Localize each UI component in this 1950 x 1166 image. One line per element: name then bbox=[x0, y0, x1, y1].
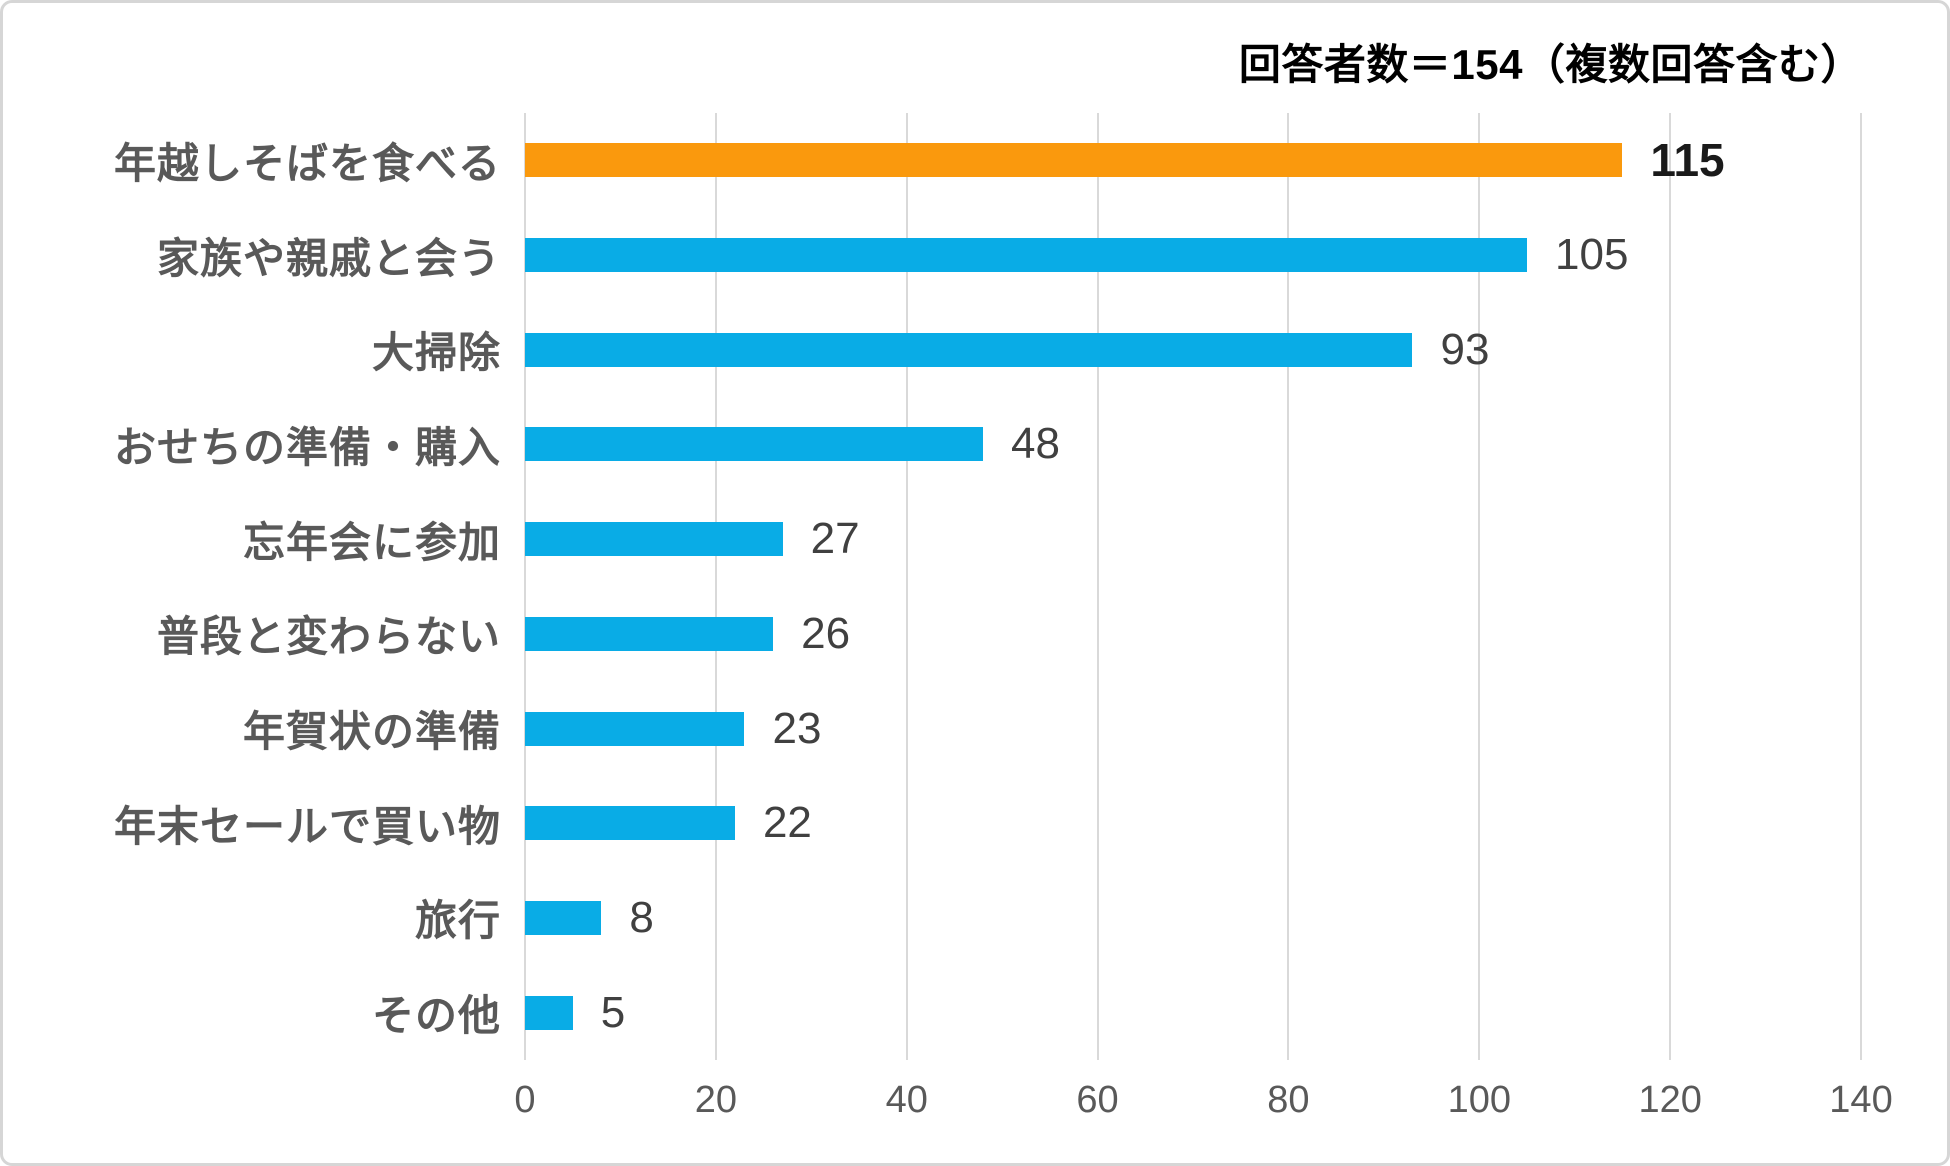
x-tick-label: 60 bbox=[1076, 1079, 1119, 1121]
category-label: 年越しそばを食べる bbox=[113, 139, 501, 187]
bar bbox=[525, 900, 602, 935]
bar-track: 26 bbox=[525, 587, 1861, 682]
bar bbox=[525, 332, 1413, 367]
x-tick-label: 20 bbox=[694, 1079, 737, 1121]
x-tick-label: 120 bbox=[1638, 1079, 1702, 1121]
gridline bbox=[1287, 113, 1290, 1060]
category-label: 普段と変わらない bbox=[156, 613, 501, 661]
category-label: 家族や親戚と会う bbox=[156, 234, 501, 282]
value-label: 5 bbox=[600, 987, 626, 1037]
bar-row: 年越しそばを食べる 115 bbox=[43, 113, 1861, 208]
value-label: 22 bbox=[762, 798, 812, 848]
bar-rows: 年越しそばを食べる 115 家族や親戚と会う 105 大掃除 93 おせちの準備・購入 48 忘… bbox=[43, 113, 1861, 1060]
bar-track: 23 bbox=[525, 681, 1861, 776]
chart-title: 回答者数＝154（複数回答含む） bbox=[1238, 41, 1863, 88]
bar-track: 27 bbox=[525, 492, 1861, 587]
bar-row: 旅行 8 bbox=[43, 871, 1861, 966]
bar-track: 8 bbox=[525, 871, 1861, 966]
value-label: 105 bbox=[1555, 230, 1629, 280]
bar bbox=[525, 806, 735, 841]
bar-track: 115 bbox=[525, 113, 1861, 208]
bar bbox=[525, 427, 984, 462]
bar-track: 105 bbox=[525, 208, 1861, 303]
gridline bbox=[714, 113, 717, 1060]
bar-row: 普段と変わらない 26 bbox=[43, 587, 1861, 682]
value-label: 26 bbox=[801, 608, 851, 658]
bar-track: 5 bbox=[525, 965, 1861, 1060]
bar bbox=[525, 522, 783, 557]
bar-row: 大掃除 93 bbox=[43, 302, 1861, 397]
bar-track: 48 bbox=[525, 397, 1861, 492]
value-label: 93 bbox=[1440, 324, 1490, 374]
bar-row: 家族や親戚と会う 105 bbox=[43, 208, 1861, 303]
category-label: その他 bbox=[371, 992, 501, 1040]
bar-highlighted bbox=[525, 143, 1623, 178]
category-label: 年賀状の準備 bbox=[242, 708, 501, 756]
category-label: 年末セールで買い物 bbox=[113, 802, 501, 850]
bar bbox=[525, 711, 745, 746]
plot-area bbox=[524, 113, 1862, 1060]
x-tick-label: 140 bbox=[1829, 1079, 1893, 1121]
bar-row: その他 5 bbox=[43, 965, 1861, 1060]
gridline bbox=[905, 113, 908, 1060]
category-label: 旅行 bbox=[414, 897, 501, 945]
value-label: 23 bbox=[772, 703, 822, 753]
bar-row: 年末セールで買い物 22 bbox=[43, 776, 1861, 871]
gridline bbox=[1860, 113, 1862, 1060]
bar-row: 年賀状の準備 23 bbox=[43, 681, 1861, 776]
value-label: 8 bbox=[629, 892, 654, 942]
bar-row: 忘年会に参加 27 bbox=[43, 492, 1861, 587]
category-label: 大掃除 bbox=[371, 329, 501, 377]
x-axis: 0 20 40 60 80 100 120 140 bbox=[514, 1079, 1892, 1129]
gridline bbox=[524, 113, 526, 1060]
x-tick-label: 40 bbox=[885, 1079, 928, 1121]
category-label: おせちの準備・購入 bbox=[113, 423, 501, 471]
bar-track: 22 bbox=[525, 776, 1861, 871]
bar bbox=[525, 238, 1527, 273]
x-tick-label: 80 bbox=[1267, 1079, 1310, 1121]
category-label: 忘年会に参加 bbox=[242, 518, 501, 566]
value-label: 48 bbox=[1011, 419, 1060, 469]
bar-track: 93 bbox=[525, 302, 1861, 397]
gridline bbox=[1478, 113, 1481, 1060]
x-tick-label: 100 bbox=[1447, 1079, 1511, 1121]
gridline bbox=[1096, 113, 1099, 1060]
bar bbox=[525, 995, 573, 1030]
bar bbox=[525, 616, 774, 651]
value-label: 27 bbox=[810, 514, 860, 564]
bar-row: おせちの準備・購入 48 bbox=[43, 397, 1861, 492]
gridline bbox=[1669, 113, 1672, 1060]
value-label: 115 bbox=[1650, 134, 1725, 187]
x-tick-label: 0 bbox=[514, 1079, 536, 1121]
